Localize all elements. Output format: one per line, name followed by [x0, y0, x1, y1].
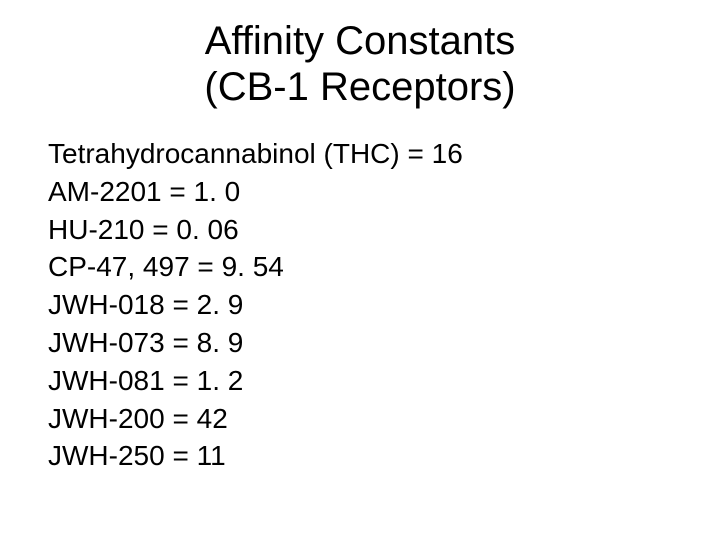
compound-name: HU-210	[48, 214, 144, 245]
compound-value: 16	[432, 138, 463, 169]
compound-name: CP-47, 497	[48, 251, 190, 282]
list-item: JWH-073 = 8. 9	[48, 324, 463, 362]
compound-name: Tetrahydrocannabinol (THC)	[48, 138, 400, 169]
compound-value: 2. 9	[197, 289, 244, 320]
slide-title: Affinity Constants (CB-1 Receptors)	[0, 18, 720, 110]
compound-name: AM-2201	[48, 176, 162, 207]
compound-value: 8. 9	[197, 327, 244, 358]
compound-name: JWH-250	[48, 440, 165, 471]
title-line-2: (CB-1 Receptors)	[204, 65, 515, 109]
list-item: JWH-250 = 11	[48, 437, 463, 475]
compound-value: 42	[197, 403, 228, 434]
compound-name: JWH-073	[48, 327, 165, 358]
compound-name: JWH-018	[48, 289, 165, 320]
compound-name: JWH-081	[48, 365, 165, 396]
list-item: Tetrahydrocannabinol (THC) = 16	[48, 135, 463, 173]
list-item: JWH-018 = 2. 9	[48, 286, 463, 324]
list-item: JWH-081 = 1. 2	[48, 362, 463, 400]
compound-value: 0. 06	[176, 214, 238, 245]
compound-name: JWH-200	[48, 403, 165, 434]
slide-body: Tetrahydrocannabinol (THC) = 16 AM-2201 …	[48, 135, 463, 475]
list-item: HU-210 = 0. 06	[48, 211, 463, 249]
list-item: JWH-200 = 42	[48, 400, 463, 438]
list-item: AM-2201 = 1. 0	[48, 173, 463, 211]
compound-value: 11	[197, 440, 226, 471]
compound-value: 1. 2	[197, 365, 244, 396]
compound-value: 1. 0	[194, 176, 241, 207]
compound-value: 9. 54	[222, 251, 284, 282]
list-item: CP-47, 497 = 9. 54	[48, 248, 463, 286]
title-line-1: Affinity Constants	[205, 19, 516, 63]
slide: Affinity Constants (CB-1 Receptors) Tetr…	[0, 0, 720, 540]
